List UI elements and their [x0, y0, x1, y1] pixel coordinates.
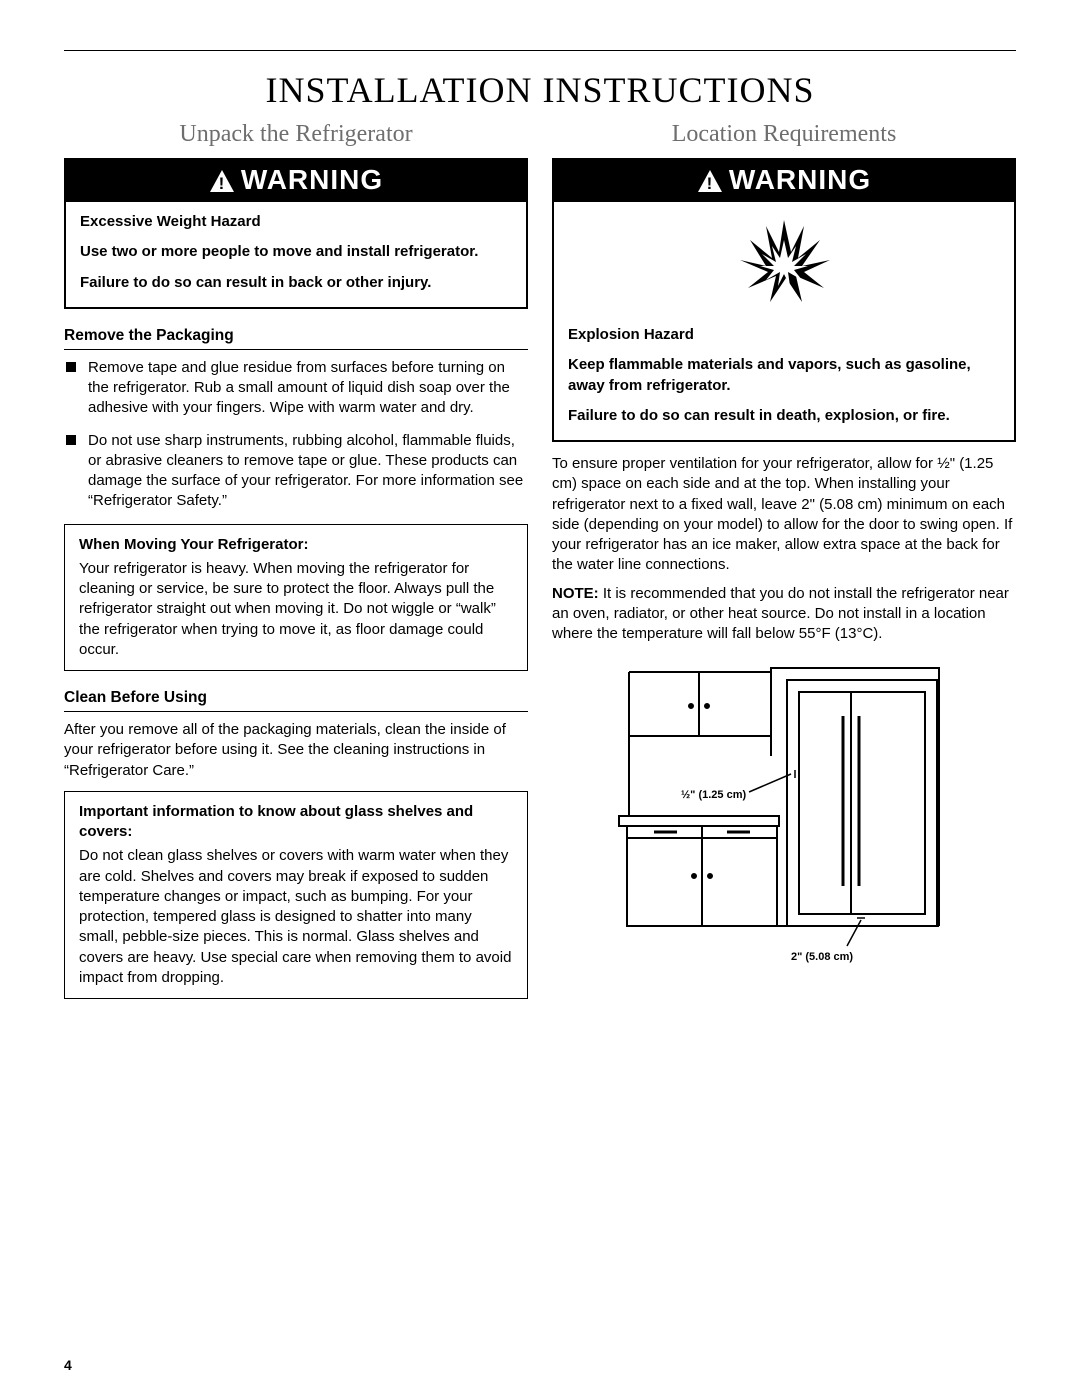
section-title-unpack: Unpack the Refrigerator [64, 121, 528, 148]
warning-body-explosion: Explosion Hazard Keep flammable material… [554, 315, 1014, 440]
svg-text:!: ! [218, 174, 225, 193]
main-title: INSTALLATION INSTRUCTIONS [64, 69, 1016, 111]
note-paragraph: NOTE: It is recommended that you do not … [552, 584, 1016, 645]
info-box-body: Your refrigerator is heavy. When moving … [79, 559, 513, 660]
svg-text:!: ! [706, 174, 713, 193]
info-box-title: When Moving Your Refrigerator: [79, 535, 513, 555]
info-box-body: Do not clean glass shelves or covers wit… [79, 846, 513, 988]
left-column: Unpack the Refrigerator ! WARNING Excess… [64, 115, 528, 999]
explosion-icon [736, 216, 832, 302]
hazard-line-2: Failure to do so can result in death, ex… [568, 406, 1000, 426]
list-item: Do not use sharp instruments, rubbing al… [64, 431, 528, 512]
subheading-clean-before-using: Clean Before Using [64, 689, 528, 712]
info-box-glass: Important information to know about glas… [64, 791, 528, 999]
note-body: It is recommended that you do not instal… [552, 585, 1009, 643]
diagram-side-clearance-label: ½" (1.25 cm) [681, 789, 746, 801]
page-number: 4 [64, 1357, 72, 1373]
ventilation-paragraph: To ensure proper ventilation for your re… [552, 454, 1016, 576]
two-column-layout: Unpack the Refrigerator ! WARNING Excess… [64, 115, 1016, 999]
warning-body-weight: Excessive Weight Hazard Use two or more … [66, 202, 526, 307]
hazard-line-1: Keep flammable materials and vapors, suc… [568, 355, 1000, 396]
hazard-title: Excessive Weight Hazard [80, 212, 512, 232]
warning-box-explosion: ! WARNING Explosion Hazard Keep flammabl… [552, 158, 1016, 442]
hazard-line-2: Failure to do so can result in back or o… [80, 273, 512, 293]
warning-triangle-icon: ! [209, 168, 235, 192]
list-item: Remove tape and glue residue from surfac… [64, 358, 528, 419]
note-label: NOTE: [552, 585, 599, 602]
warning-box-weight: ! WARNING Excessive Weight Hazard Use tw… [64, 158, 528, 309]
warning-triangle-icon: ! [697, 168, 723, 192]
page-frame: INSTALLATION INSTRUCTIONS Unpack the Ref… [64, 50, 1016, 1347]
warning-label: WARNING [729, 164, 871, 196]
info-box-title: Important information to know about glas… [79, 802, 513, 843]
hazard-title: Explosion Hazard [568, 325, 1000, 345]
clearance-diagram: ½" (1.25 cm) 2" (5.08 cm) [552, 666, 1016, 966]
warning-bar: ! WARNING [554, 160, 1014, 202]
warning-label: WARNING [241, 164, 383, 196]
explosion-icon-wrap [554, 202, 1014, 315]
clean-body: After you remove all of the packaging ma… [64, 720, 528, 781]
subheading-remove-packaging: Remove the Packaging [64, 327, 528, 350]
hazard-line-1: Use two or more people to move and insta… [80, 242, 512, 262]
diagram-bottom-clearance-label: 2" (5.08 cm) [791, 951, 853, 963]
section-title-location: Location Requirements [552, 121, 1016, 148]
info-box-moving: When Moving Your Refrigerator: Your refr… [64, 524, 528, 672]
remove-packaging-list: Remove tape and glue residue from surfac… [64, 358, 528, 512]
right-column: Location Requirements ! WARNING [552, 115, 1016, 999]
warning-bar: ! WARNING [66, 160, 526, 202]
